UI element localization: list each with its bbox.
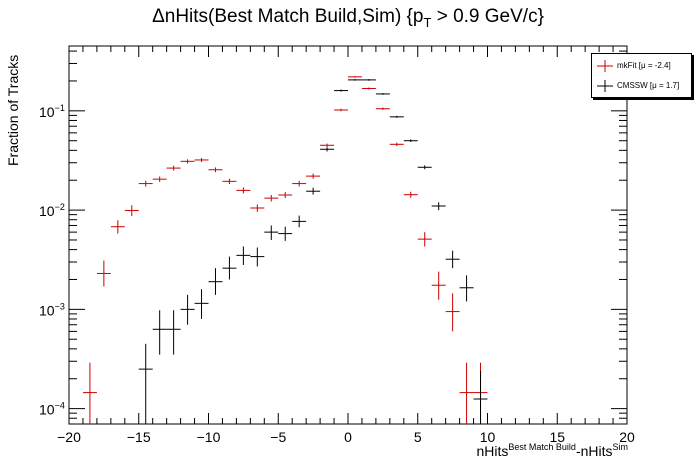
data-point bbox=[417, 165, 432, 170]
data-point bbox=[375, 93, 390, 95]
legend-entry-mkfit: mkFit [μ = -2.4] bbox=[592, 57, 691, 75]
data-point bbox=[208, 268, 223, 295]
series-mkfit bbox=[82, 76, 488, 424]
data-point bbox=[320, 143, 335, 148]
data-point bbox=[278, 226, 293, 241]
y-tick-exponent: −4 bbox=[55, 401, 65, 411]
data-point bbox=[389, 115, 404, 118]
legend-label-mkfit: mkFit [μ = -2.4] bbox=[617, 61, 671, 70]
chart-title: ΔnHits(Best Match Build,Sim) {pT > 0.9 G… bbox=[0, 6, 696, 30]
data-point bbox=[250, 247, 265, 267]
y-tick-label: 10−3 bbox=[39, 301, 65, 318]
data-point bbox=[222, 256, 237, 280]
data-point bbox=[292, 180, 307, 187]
data-point bbox=[361, 87, 376, 90]
data-point bbox=[96, 260, 111, 287]
x-tick-label: −5 bbox=[270, 429, 286, 445]
legend-marker-mkfit bbox=[597, 60, 613, 72]
legend-marker-cmssw bbox=[597, 80, 613, 92]
x-tick-label: 0 bbox=[344, 429, 352, 445]
x-tick-label: 15 bbox=[549, 429, 565, 445]
data-point bbox=[264, 194, 279, 202]
data-point bbox=[403, 139, 418, 143]
data-point bbox=[348, 76, 362, 78]
data-markers bbox=[82, 76, 488, 424]
x-axis-label: nHitsBest Match Build-nHitsSim bbox=[477, 442, 629, 459]
data-point bbox=[306, 173, 321, 179]
y-tick-base: 10 bbox=[39, 402, 55, 418]
y-tick-base: 10 bbox=[39, 104, 55, 120]
y-tick-base: 10 bbox=[39, 203, 55, 219]
data-point bbox=[124, 205, 139, 217]
data-point bbox=[180, 159, 195, 164]
x-label-main: nHits bbox=[476, 443, 509, 459]
data-point bbox=[459, 362, 474, 424]
data-point bbox=[417, 232, 432, 247]
y-tick-exponent: −2 bbox=[55, 202, 65, 212]
y-tick-label: 10−2 bbox=[39, 202, 65, 219]
data-point bbox=[459, 275, 474, 302]
y-axis-label-box: Fraction of Tracks bbox=[3, 55, 25, 216]
data-point bbox=[292, 215, 307, 228]
legend: mkFit [μ = -2.4] CMSSW [μ = 1.7] bbox=[591, 53, 692, 98]
data-point bbox=[166, 310, 181, 355]
data-point bbox=[334, 89, 348, 92]
x-tick-label: −10 bbox=[197, 429, 221, 445]
series-cmssw bbox=[138, 79, 488, 424]
x-tick-label: −15 bbox=[127, 429, 151, 445]
data-point bbox=[138, 343, 153, 424]
y-tick-label: 10−4 bbox=[39, 401, 65, 418]
data-point bbox=[403, 191, 418, 198]
data-point bbox=[320, 147, 335, 152]
plot-frame bbox=[68, 45, 628, 425]
legend-entry-cmssw: CMSSW [μ = 1.7] bbox=[592, 77, 691, 95]
y-axis-label: Fraction of Tracks bbox=[5, 54, 21, 166]
data-point bbox=[110, 220, 125, 234]
data-point bbox=[208, 167, 223, 173]
data-point bbox=[194, 289, 209, 319]
y-tick-exponent: −3 bbox=[55, 301, 65, 311]
data-point bbox=[389, 142, 404, 147]
data-point bbox=[306, 187, 321, 195]
data-point bbox=[361, 79, 376, 81]
axis-ticks bbox=[68, 46, 628, 425]
x-tick-label: 20 bbox=[619, 429, 635, 445]
data-point bbox=[445, 293, 460, 332]
y-tick-base: 10 bbox=[39, 302, 55, 318]
data-point bbox=[375, 107, 390, 110]
y-tick-exponent: −1 bbox=[55, 103, 65, 113]
data-point bbox=[250, 204, 265, 212]
data-point bbox=[264, 225, 279, 240]
data-point bbox=[138, 180, 153, 187]
x-label-mid: -nHits bbox=[575, 443, 613, 459]
data-point bbox=[222, 178, 237, 185]
title-suffix: > 0.9 GeV/c} bbox=[431, 6, 544, 27]
x-label-sup-build: Best Match Build bbox=[508, 442, 576, 452]
data-point bbox=[473, 370, 488, 424]
y-tick-label: 10−1 bbox=[39, 103, 65, 120]
x-label-sup-sim: Sim bbox=[612, 442, 629, 452]
x-tick-label: −20 bbox=[57, 429, 81, 445]
data-point bbox=[348, 79, 362, 81]
data-point bbox=[236, 246, 251, 265]
data-point bbox=[334, 108, 348, 112]
data-point bbox=[152, 310, 167, 355]
title-prefix: ΔnHits(Best Match Build,Sim) {p bbox=[152, 6, 424, 27]
data-point bbox=[431, 202, 446, 211]
data-point bbox=[82, 362, 97, 424]
title-subscript: T bbox=[423, 14, 432, 30]
data-point bbox=[445, 250, 460, 269]
data-point bbox=[194, 157, 209, 163]
x-tick-label: 10 bbox=[480, 429, 496, 445]
data-point bbox=[236, 187, 251, 194]
x-tick-label: 5 bbox=[414, 429, 422, 445]
legend-label-cmssw: CMSSW [μ = 1.7] bbox=[617, 81, 680, 90]
data-point bbox=[278, 192, 293, 199]
data-point bbox=[152, 176, 167, 182]
data-point bbox=[180, 294, 195, 325]
data-point bbox=[431, 271, 446, 300]
data-point bbox=[166, 165, 181, 171]
